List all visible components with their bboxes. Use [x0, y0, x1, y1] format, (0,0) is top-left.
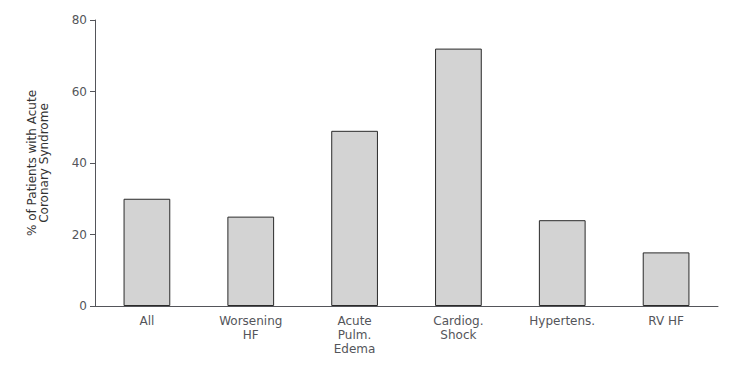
svg-text:20: 20 — [72, 228, 87, 242]
svg-text:Shock: Shock — [440, 328, 476, 342]
svg-text:Edema: Edema — [334, 342, 376, 356]
svg-text:Pulm.: Pulm. — [338, 328, 371, 342]
svg-text:% of Patients with Acute: % of Patients with Acute — [25, 90, 39, 236]
svg-text:RV HF: RV HF — [648, 314, 684, 328]
svg-text:Coronary Syndrome: Coronary Syndrome — [37, 103, 51, 223]
svg-text:Worsening: Worsening — [219, 314, 282, 328]
svg-text:60: 60 — [72, 85, 87, 99]
svg-text:Hypertens.: Hypertens. — [529, 314, 595, 328]
svg-text:40: 40 — [72, 156, 87, 170]
svg-text:Cardiog.: Cardiog. — [433, 314, 483, 328]
svg-text:Acute: Acute — [337, 314, 371, 328]
svg-text:80: 80 — [72, 13, 87, 27]
svg-text:All: All — [139, 314, 154, 328]
svg-text:HF: HF — [243, 328, 259, 342]
svg-text:0: 0 — [79, 299, 87, 313]
